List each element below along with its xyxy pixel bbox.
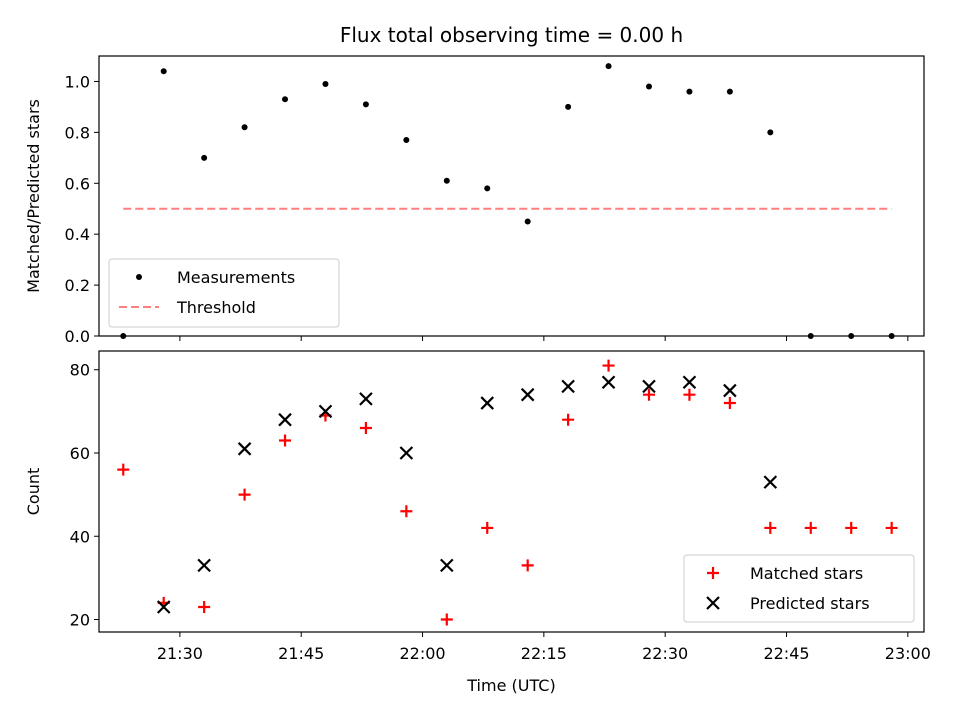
matched-star-marker: [440, 613, 453, 626]
measurement-point: [686, 88, 693, 95]
top-plot-frame: [98, 55, 925, 337]
matched-star-marker: [400, 505, 413, 518]
predicted-star-marker: [278, 412, 292, 427]
predicted-star-marker: [318, 404, 333, 419]
predicted-star-marker: [399, 446, 414, 460]
top-y-axis-label: Matched/Predicted stars: [24, 99, 43, 293]
measurement-point: [646, 83, 652, 90]
measurement-point: [241, 124, 248, 131]
bottom-plot-frame: [98, 350, 925, 633]
top-y-tick-label: 0.0: [65, 327, 90, 346]
bottom-x-tick-label: 22:00: [399, 644, 445, 663]
predicted-star-marker: [642, 379, 656, 394]
x-axis-label: Time (UTC): [466, 676, 555, 695]
measurement-point: [888, 333, 895, 339]
matched-star-marker: [845, 521, 858, 534]
top-y-tick-label: 0.6: [65, 174, 90, 193]
bottom-x-tick-label: 21:45: [278, 644, 324, 663]
predicted-star-marker: [723, 383, 737, 398]
legend-matched-marker: [707, 567, 719, 579]
top-y-tick-label: 0.2: [65, 276, 90, 295]
top-panel: 0.0 0.2 0.4 0.6 0.8 1.0 Matched/Predicted star…: [24, 55, 925, 346]
predicted-star-marker: [440, 558, 454, 573]
legend-matched-label: Matched stars: [750, 564, 863, 583]
bottom-x-tick-label: 22:15: [521, 644, 567, 663]
bottom-x-tick-label: 23:00: [885, 644, 931, 663]
measurement-point: [282, 96, 289, 103]
predicted-star-marker: [197, 558, 211, 573]
bottom-y-tick-label: 20: [70, 611, 90, 630]
measurement-point: [767, 129, 774, 136]
matched-star-marker: [117, 463, 130, 476]
matched-star-marker: [723, 397, 736, 410]
predicted-star-marker: [520, 387, 535, 402]
top-y-tick-label: 0.4: [65, 225, 90, 244]
legend-measurement-marker: [136, 274, 142, 280]
matched-star-marker: [481, 521, 494, 534]
measurement-point: [524, 218, 531, 225]
bottom-y-tick-label: 40: [70, 527, 90, 546]
legend-predicted-marker: [706, 596, 720, 610]
measurement-point: [403, 137, 410, 143]
measurement-point: [807, 333, 814, 339]
matched-star-marker: [198, 601, 211, 614]
measurement-point: [443, 177, 450, 184]
matched-star-marker: [643, 388, 655, 401]
legend-threshold-label: Threshold: [176, 298, 256, 317]
predicted-star-marker: [156, 600, 171, 614]
measurement-point: [201, 154, 208, 161]
bottom-y-axis-label: Count: [24, 468, 43, 516]
predicted-star-marker: [237, 442, 252, 456]
bottom-y-tick-label: 60: [70, 444, 90, 463]
bottom-legend-box: [683, 554, 915, 623]
matched-star-marker: [279, 434, 292, 447]
bottom-x-tick-label: 22:30: [642, 644, 688, 663]
matched-star-marker: [683, 388, 696, 401]
measurement-point: [120, 333, 127, 339]
legend-measurements-label: Measurements: [177, 268, 295, 287]
matched-star-marker: [238, 488, 251, 501]
matched-star-marker: [562, 413, 575, 426]
matched-star-marker: [359, 422, 372, 435]
predicted-star-marker: [480, 396, 495, 410]
predicted-star-marker: [682, 375, 697, 389]
top-y-tick-label: 1.0: [65, 72, 90, 91]
chart-title: Flux total observing time = 0.00 h: [340, 23, 683, 47]
measurement-point: [726, 88, 733, 95]
top-legend-box: [108, 258, 340, 328]
bottom-panel: 20 40 60 80 21:30 21:45 22:00 22:15 22:30 22:45 23…: [24, 350, 931, 663]
measurement-point: [605, 63, 612, 70]
measurement-point: [848, 333, 855, 339]
measurement-point: [484, 185, 491, 192]
matched-star-marker: [804, 521, 817, 534]
top-y-tick-label: 0.8: [65, 123, 90, 142]
measurement-point: [160, 68, 167, 75]
matched-star-marker: [602, 359, 615, 372]
legend-predicted-label: Predicted stars: [750, 594, 870, 613]
measurement-point: [362, 101, 369, 108]
bottom-x-tick-label: 22:45: [763, 644, 809, 663]
bottom-y-tick-label: 80: [70, 361, 90, 380]
matched-star-marker: [521, 559, 534, 572]
bottom-x-tick-label: 21:30: [157, 644, 203, 663]
measurement-point: [322, 81, 329, 87]
matched-star-marker: [885, 521, 898, 534]
matched-star-marker: [764, 521, 777, 534]
predicted-star-marker: [561, 379, 575, 394]
measurement-point: [565, 103, 572, 110]
predicted-star-marker: [601, 375, 616, 389]
predicted-star-marker: [359, 392, 373, 406]
predicted-star-marker: [763, 475, 778, 489]
